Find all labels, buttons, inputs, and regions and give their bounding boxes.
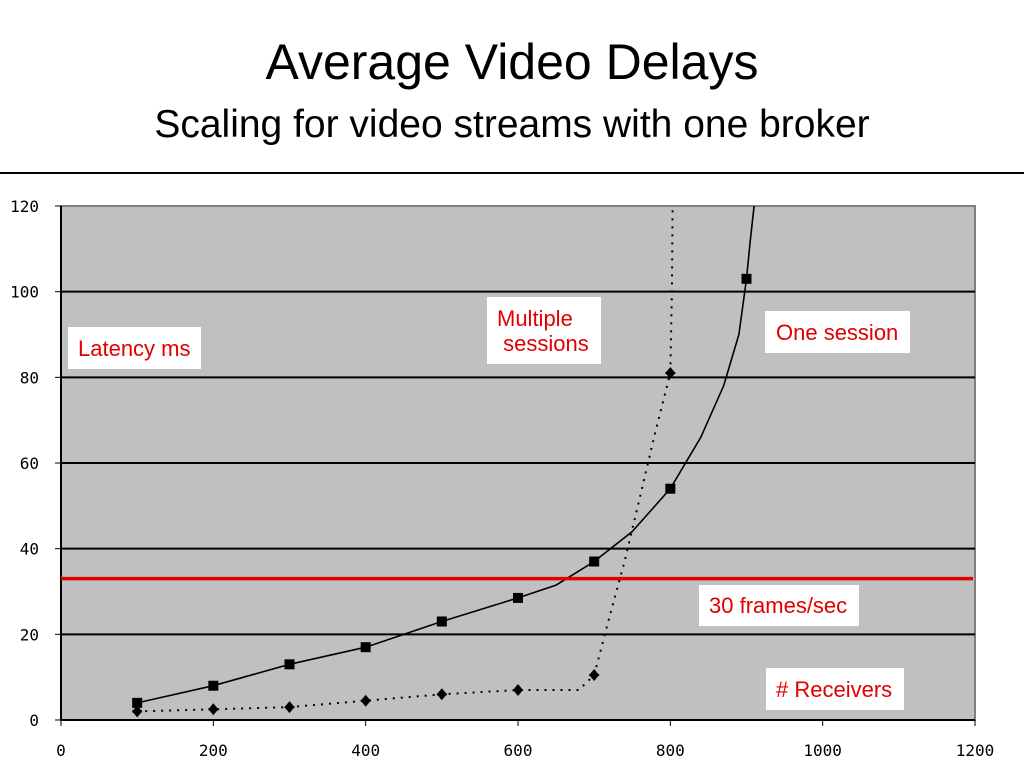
y-tick-label: 120 — [10, 197, 39, 216]
one-session-point — [360, 642, 371, 653]
y-tick-label: 60 — [20, 454, 39, 473]
x-tick-label: 1000 — [803, 741, 842, 760]
slide-subtitle: Scaling for video streams with one broke… — [154, 103, 870, 146]
frame-rate-label: 30 frames/sec — [699, 585, 860, 626]
y-tick-label: 100 — [10, 283, 39, 302]
slide-title: Average Video Delays — [265, 34, 759, 90]
one-session-point — [665, 483, 676, 494]
one-session-point — [132, 697, 143, 708]
one-session-label: One session — [765, 311, 911, 353]
x-tick-label: 1200 — [956, 741, 995, 760]
y-tick-label: 0 — [29, 711, 39, 730]
y-tick-label: 40 — [20, 540, 39, 559]
one-session-point — [589, 556, 600, 567]
y-tick-label: 80 — [20, 368, 39, 387]
title-divider — [0, 172, 1024, 174]
x-axis-label: # Receivers — [766, 668, 905, 710]
x-tick-label: 200 — [199, 741, 228, 760]
x-tick-label: 600 — [504, 741, 533, 760]
one-session-point — [513, 592, 523, 603]
y-tick-label: 20 — [20, 625, 39, 644]
one-session-point — [284, 659, 295, 670]
y-axis-label: Latency ms — [68, 327, 201, 369]
multiple-sessions-label: Multiple sessions — [487, 297, 601, 364]
x-tick-label: 400 — [351, 741, 380, 760]
x-tick-label: 0 — [56, 741, 66, 760]
one-session-point — [208, 680, 219, 691]
x-tick-label: 800 — [656, 741, 685, 760]
one-session-point — [741, 273, 752, 284]
series-group — [132, 205, 755, 718]
one-session-point — [436, 616, 447, 627]
one-session-line — [137, 205, 755, 704]
multiple-sessions-line — [137, 205, 674, 713]
